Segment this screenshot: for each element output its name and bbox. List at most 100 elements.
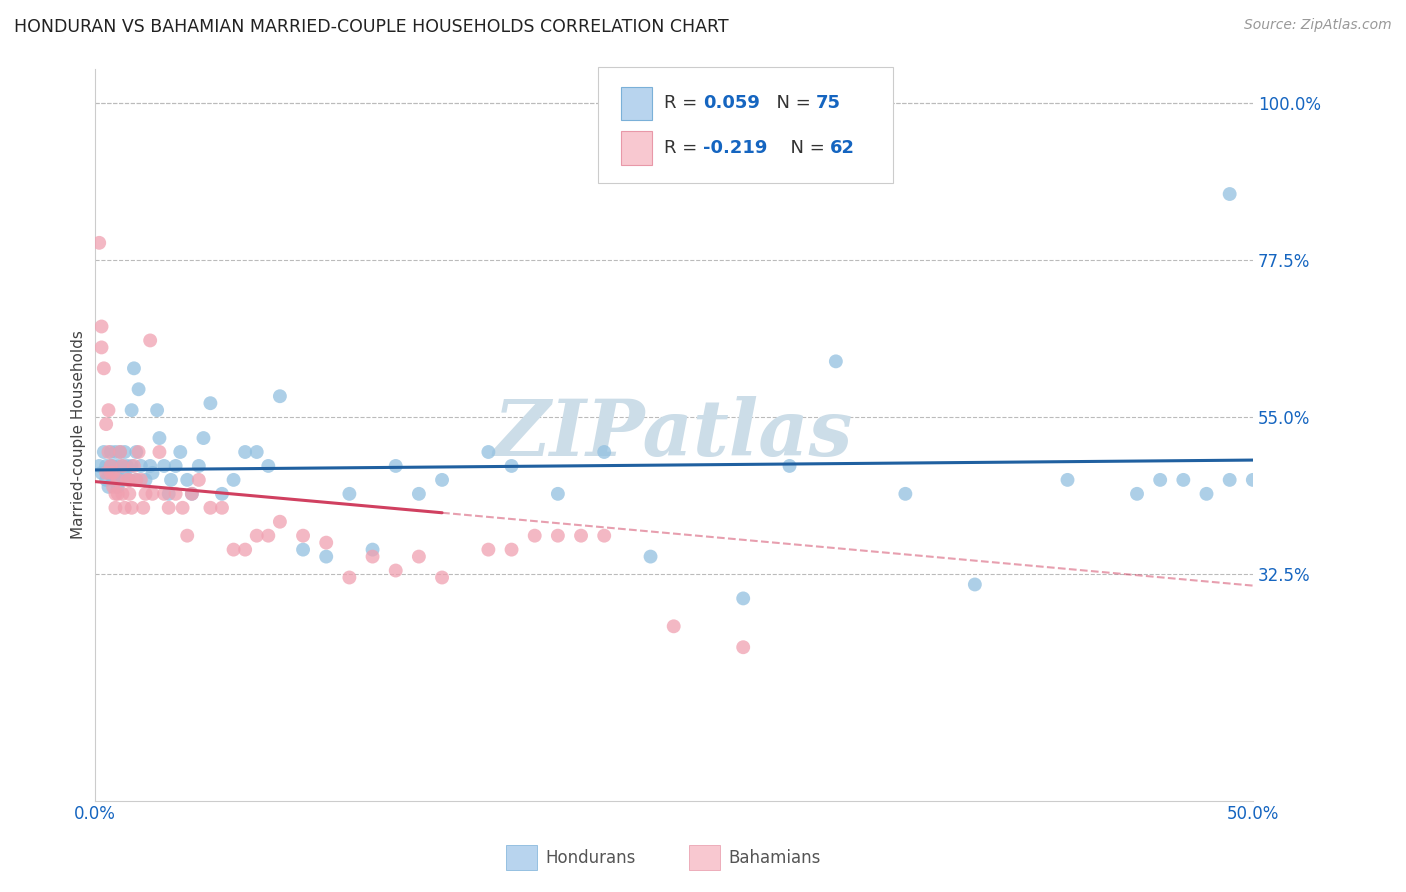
- Text: Hondurans: Hondurans: [546, 849, 636, 867]
- Point: [115, 458, 138, 473]
- Point: [122, 458, 145, 473]
- Point: [89, 458, 111, 473]
- Point: [187, 473, 209, 487]
- Point: [1219, 473, 1241, 487]
- Point: [96, 417, 118, 431]
- Point: [125, 473, 148, 487]
- Point: [193, 431, 215, 445]
- Point: [125, 445, 148, 459]
- Point: [100, 458, 122, 473]
- Point: [111, 458, 134, 473]
- Point: [779, 458, 801, 473]
- Text: 75: 75: [815, 95, 841, 112]
- Point: [101, 480, 124, 494]
- Point: [269, 515, 291, 529]
- Point: [569, 529, 592, 543]
- Point: [122, 361, 145, 376]
- Point: [593, 529, 616, 543]
- Point: [733, 640, 755, 655]
- Point: [315, 549, 337, 564]
- Point: [222, 542, 245, 557]
- Point: [257, 529, 280, 543]
- Text: Bahamians: Bahamians: [728, 849, 821, 867]
- Point: [111, 473, 134, 487]
- Point: [90, 319, 112, 334]
- Point: [963, 577, 986, 591]
- Point: [107, 458, 129, 473]
- Point: [114, 445, 136, 459]
- Point: [146, 403, 169, 417]
- Point: [115, 473, 138, 487]
- Point: [139, 458, 162, 473]
- Point: [430, 473, 453, 487]
- Point: [222, 473, 245, 487]
- Point: [200, 500, 222, 515]
- Text: R =: R =: [664, 139, 703, 157]
- Point: [593, 445, 616, 459]
- Point: [1219, 187, 1241, 202]
- Point: [96, 473, 118, 487]
- Point: [1056, 473, 1078, 487]
- Point: [90, 466, 112, 480]
- Point: [176, 473, 198, 487]
- Point: [104, 500, 127, 515]
- Point: [101, 466, 124, 480]
- Text: N =: N =: [779, 139, 831, 157]
- Point: [97, 480, 120, 494]
- Point: [111, 487, 134, 501]
- Point: [118, 473, 141, 487]
- Point: [547, 529, 569, 543]
- Point: [107, 487, 129, 501]
- Text: -0.219: -0.219: [703, 139, 768, 157]
- Point: [246, 529, 269, 543]
- Point: [93, 361, 115, 376]
- Point: [1126, 487, 1149, 501]
- Point: [104, 445, 127, 459]
- Point: [180, 487, 202, 501]
- Point: [1149, 473, 1171, 487]
- Point: [339, 487, 361, 501]
- Y-axis label: Married-couple Households: Married-couple Households: [72, 330, 86, 539]
- Point: [96, 466, 118, 480]
- Point: [148, 445, 170, 459]
- Point: [211, 500, 233, 515]
- Point: [824, 354, 846, 368]
- Point: [733, 591, 755, 606]
- Point: [1195, 487, 1218, 501]
- Point: [187, 458, 209, 473]
- Point: [100, 445, 122, 459]
- Point: [339, 570, 361, 584]
- Point: [1241, 473, 1264, 487]
- Point: [121, 500, 143, 515]
- Point: [104, 466, 127, 480]
- Point: [100, 466, 122, 480]
- Point: [97, 466, 120, 480]
- Point: [160, 473, 183, 487]
- Point: [269, 389, 291, 403]
- Point: [315, 535, 337, 549]
- Text: R =: R =: [664, 95, 703, 112]
- Point: [501, 458, 523, 473]
- Point: [128, 382, 150, 396]
- Point: [129, 473, 152, 487]
- Point: [114, 500, 136, 515]
- Point: [157, 487, 180, 501]
- Point: [408, 487, 430, 501]
- Point: [153, 487, 176, 501]
- Point: [132, 500, 155, 515]
- Point: [200, 396, 222, 410]
- Point: [114, 466, 136, 480]
- Point: [384, 458, 406, 473]
- Text: HONDURAN VS BAHAMIAN MARRIED-COUPLE HOUSEHOLDS CORRELATION CHART: HONDURAN VS BAHAMIAN MARRIED-COUPLE HOUS…: [14, 18, 728, 36]
- Point: [104, 487, 127, 501]
- Point: [97, 403, 120, 417]
- Point: [1173, 473, 1195, 487]
- Point: [129, 458, 152, 473]
- Point: [96, 458, 118, 473]
- Point: [233, 445, 256, 459]
- Point: [101, 473, 124, 487]
- Point: [111, 458, 134, 473]
- Point: [118, 487, 141, 501]
- Point: [180, 487, 202, 501]
- Point: [430, 570, 453, 584]
